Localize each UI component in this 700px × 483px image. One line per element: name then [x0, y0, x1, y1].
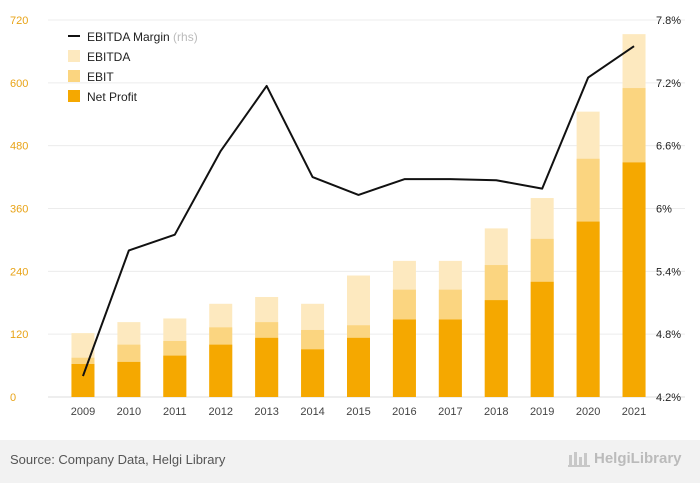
left-axis-tick-label: 480 — [10, 141, 28, 153]
right-axis-tick-label: 7.2% — [656, 78, 681, 90]
legend-suffix: (rhs) — [170, 30, 198, 44]
library-icon — [568, 452, 590, 467]
legend-box-swatch — [68, 90, 80, 102]
right-axis-tick-label: 4.8% — [656, 329, 681, 341]
legend-label: EBIT — [87, 70, 114, 84]
brand-logo[interactable]: HelgiLibrary — [568, 449, 682, 467]
x-axis-tick-label: 2014 — [300, 406, 324, 418]
legend-label: EBITDA — [87, 50, 130, 64]
x-axis-tick-label: 2019 — [530, 406, 554, 418]
left-axis-tick-label: 0 — [10, 392, 16, 404]
net-profit-bar — [484, 300, 508, 397]
net-profit-bar — [301, 349, 325, 397]
source-text: Source: Company Data, Helgi Library — [10, 452, 226, 467]
x-axis-tick-label: 2016 — [392, 406, 416, 418]
right-axis-tick-label: 6% — [656, 204, 672, 216]
net-profit-bar — [163, 355, 187, 397]
right-axis-tick-label: 5.4% — [656, 266, 681, 278]
legend-label: EBITDA Margin (rhs) — [87, 30, 198, 44]
net-profit-bar — [117, 361, 141, 397]
left-axis-tick-label: 360 — [10, 204, 28, 216]
x-axis-tick-label: 2012 — [208, 406, 232, 418]
net-profit-bar — [209, 344, 233, 397]
x-axis-tick-label: 2021 — [622, 406, 646, 418]
left-axis-tick-label: 600 — [10, 78, 28, 90]
ebitda-margin-line — [82, 45, 635, 377]
brand-name: HelgiLibrary — [594, 449, 682, 467]
net-profit-bar — [71, 364, 95, 397]
x-axis-tick-label: 2009 — [71, 406, 95, 418]
net-profit-bar — [576, 221, 600, 397]
left-axis-tick-label: 240 — [10, 266, 28, 278]
x-axis-tick-label: 2010 — [117, 406, 141, 418]
x-axis-tick-label: 2017 — [438, 406, 462, 418]
net-profit-bar — [438, 319, 462, 397]
net-profit-bar — [255, 337, 279, 397]
left-axis-tick-label: 120 — [10, 329, 28, 341]
x-axis-tick-label: 2011 — [163, 406, 187, 418]
x-axis-tick-label: 2015 — [346, 406, 370, 418]
net-profit-bar — [347, 337, 370, 397]
chart-svg: 0 120 240 360 480 600 720 4.2% 4.8% 5.4% 6% 6.6% 7.2… — [10, 15, 685, 418]
right-axis-tick-label: 7.8% — [656, 15, 681, 27]
right-axis-tick-label: 4.2% — [656, 392, 681, 404]
right-axis-tick-label: 6.6% — [656, 141, 681, 153]
net-profit-bar — [530, 281, 554, 397]
x-axis-tick-label: 2018 — [484, 406, 508, 418]
x-axis-tick-label: 2020 — [576, 406, 600, 418]
net-profit-bar — [622, 162, 646, 397]
left-axis-tick-label: 720 — [10, 15, 28, 27]
footer-band — [0, 440, 700, 483]
legend-box-swatch — [68, 70, 80, 82]
net-profit-bar — [392, 319, 416, 397]
legend-label: Net Profit — [87, 90, 138, 104]
x-axis-tick-label: 2013 — [254, 406, 278, 418]
legend-box-swatch — [68, 50, 80, 62]
